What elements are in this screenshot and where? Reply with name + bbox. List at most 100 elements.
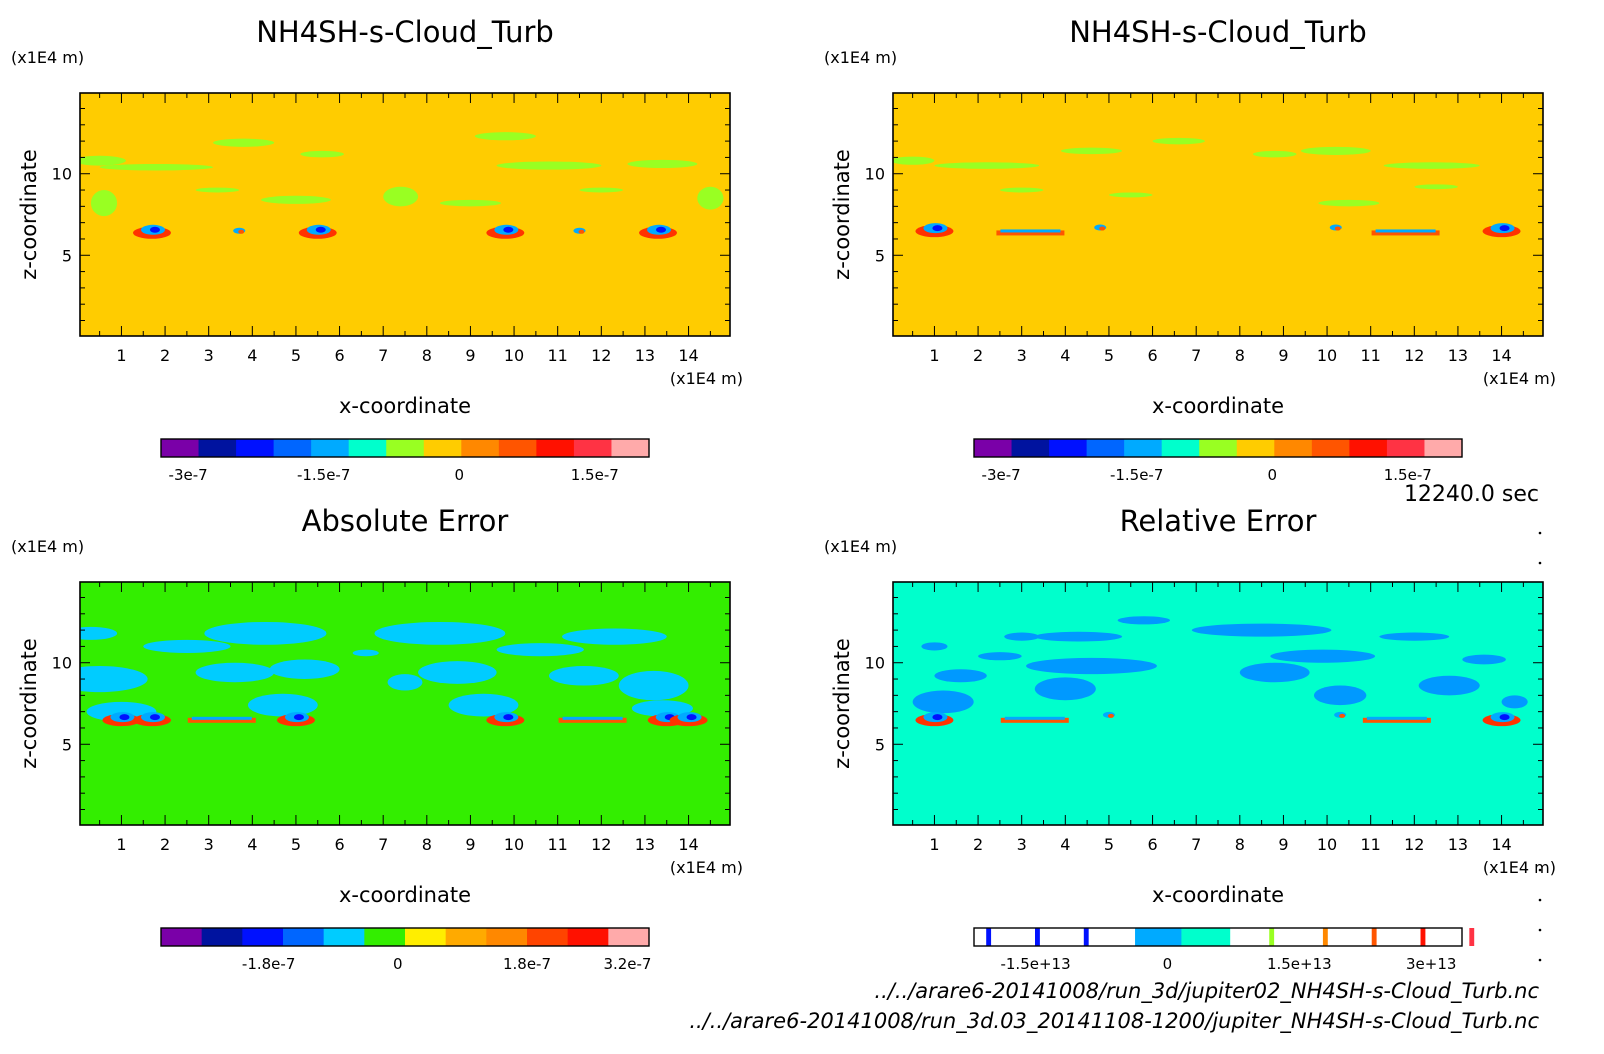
y-tick-label: 10	[52, 654, 72, 673]
x-tick-label: 10	[504, 346, 524, 365]
contour-patch	[548, 665, 619, 686]
x-tick-label: 13	[635, 346, 655, 365]
colorbar-frame	[160, 927, 650, 947]
contour-patch	[934, 669, 987, 683]
y-axis-label: z-coordinate	[830, 149, 854, 280]
colorbar-segment	[1039, 928, 1085, 946]
colorbar-segment	[567, 928, 609, 946]
x-tick-label: 4	[247, 346, 257, 365]
x-tick-label: 11	[548, 835, 568, 854]
colorbar-segment	[1269, 928, 1275, 946]
x-unit-label: (x1E4 m)	[670, 369, 743, 388]
colorbar-segment	[974, 439, 1013, 457]
colorbar-segment	[1349, 439, 1388, 457]
colorbar-label: 1.5e+13	[1267, 955, 1332, 973]
band-feature	[1371, 230, 1440, 236]
contour-patch	[631, 700, 693, 717]
x-tick-label: 3	[1017, 346, 1027, 365]
band-feature	[1004, 716, 1065, 720]
contour-patch	[99, 163, 214, 171]
x-tick-label: 3	[204, 835, 214, 854]
vortex-feature	[686, 714, 697, 721]
contour-field	[80, 132, 724, 239]
small-feature	[1099, 226, 1106, 231]
contour-patch	[204, 621, 327, 645]
colorbar-segment	[536, 439, 575, 457]
x-tick-label: 6	[1147, 835, 1157, 854]
contour-patch	[80, 626, 118, 640]
contour-patch	[579, 187, 624, 193]
x-tick-label: 8	[422, 346, 432, 365]
colorbar-segment	[986, 928, 992, 946]
vortex-feature	[503, 714, 514, 721]
contour-patch	[1270, 649, 1376, 663]
colorbar-segment	[364, 928, 406, 946]
contour-patch	[195, 187, 240, 193]
colorbar-frame	[973, 438, 1463, 458]
x-tick-label: 6	[334, 346, 344, 365]
contour-patch	[1060, 147, 1123, 155]
y-unit-label: (x1E4 m)	[824, 48, 897, 67]
y-tick-label: 5	[875, 735, 885, 754]
panel-title: NH4SH-s-Cloud_Turb	[1069, 15, 1367, 49]
vortex-feature	[932, 225, 943, 232]
x-tick-label: 10	[504, 835, 524, 854]
contour-patch	[374, 621, 506, 645]
colorbar-segment	[1371, 928, 1378, 946]
x-unit-label: (x1E4 m)	[670, 858, 743, 877]
panel-1: NH4SH-s-Cloud_Turb(x1E4 m)(x1E4 m)1 2 3 4 5 6…	[11, 15, 743, 484]
x-tick-label: 2	[973, 835, 983, 854]
colorbar-segment	[323, 928, 365, 946]
contour-patch	[300, 150, 344, 158]
colorbar-segment	[161, 439, 200, 457]
contour-patch	[893, 156, 935, 165]
contour-patch	[90, 190, 118, 217]
plot-background	[80, 582, 730, 825]
x-tick-label: 11	[1361, 835, 1381, 854]
contour-patch	[921, 642, 948, 651]
band-feature	[1366, 716, 1427, 720]
colorbar-label: 3e+13	[1406, 955, 1456, 973]
y-axis-label: z-coordinate	[17, 638, 41, 769]
colorbar-label: -1.5e-7	[297, 466, 350, 484]
colorbar-segment	[405, 928, 447, 946]
contour-patch	[80, 665, 148, 693]
colorbar-segment	[1161, 439, 1200, 457]
colorbar-segment	[1011, 439, 1050, 457]
small-feature	[1334, 226, 1341, 231]
contour-field	[80, 621, 708, 727]
file-path-1: ../../arare6-20141008/run_3d/jupiter02_N…	[874, 979, 1539, 1004]
contour-patch	[978, 652, 1022, 661]
band-feature	[1000, 229, 1061, 233]
y-tick-label: 10	[52, 165, 72, 184]
panel-3: Absolute Error(x1E4 m)(x1E4 m)1 2 3 4 5 6 7 8 9 1…	[11, 504, 743, 973]
contour-patch	[1239, 662, 1310, 683]
x-tick-label: 13	[1448, 346, 1468, 365]
contour-patch	[1501, 695, 1528, 709]
contour-patch	[1414, 184, 1458, 190]
vortex-feature	[119, 714, 130, 721]
colorbar-label: 0	[393, 955, 403, 973]
y-unit-label: (x1E4 m)	[11, 48, 84, 67]
contour-patch	[269, 659, 340, 680]
vortex-feature	[1499, 714, 1510, 721]
colorbar-segment	[311, 439, 350, 457]
x-axis-label: x-coordinate	[1152, 394, 1284, 418]
colorbar-segment	[236, 439, 275, 457]
contour-patch	[1462, 654, 1506, 665]
x-tick-label: 1	[929, 835, 939, 854]
colorbar-segment	[1135, 928, 1182, 946]
small-feature	[578, 229, 585, 234]
colorbar-label: 1.5e-7	[571, 466, 619, 484]
x-tick-label: 14	[1491, 835, 1511, 854]
band-feature	[191, 716, 252, 720]
colorbar-segment	[1469, 928, 1475, 946]
band-feature	[1375, 229, 1436, 233]
colorbar-segment	[608, 928, 650, 946]
dot-marker	[1538, 868, 1542, 872]
contour-patch	[352, 649, 379, 657]
panel-title: Relative Error	[1120, 504, 1317, 538]
colorbar-label: 3.2e-7	[603, 955, 651, 973]
band-feature	[996, 230, 1065, 236]
panel-4: Relative Error(x1E4 m)(x1E4 m)1 2 3 4 5 6 7 8 9 1…	[824, 504, 1556, 973]
